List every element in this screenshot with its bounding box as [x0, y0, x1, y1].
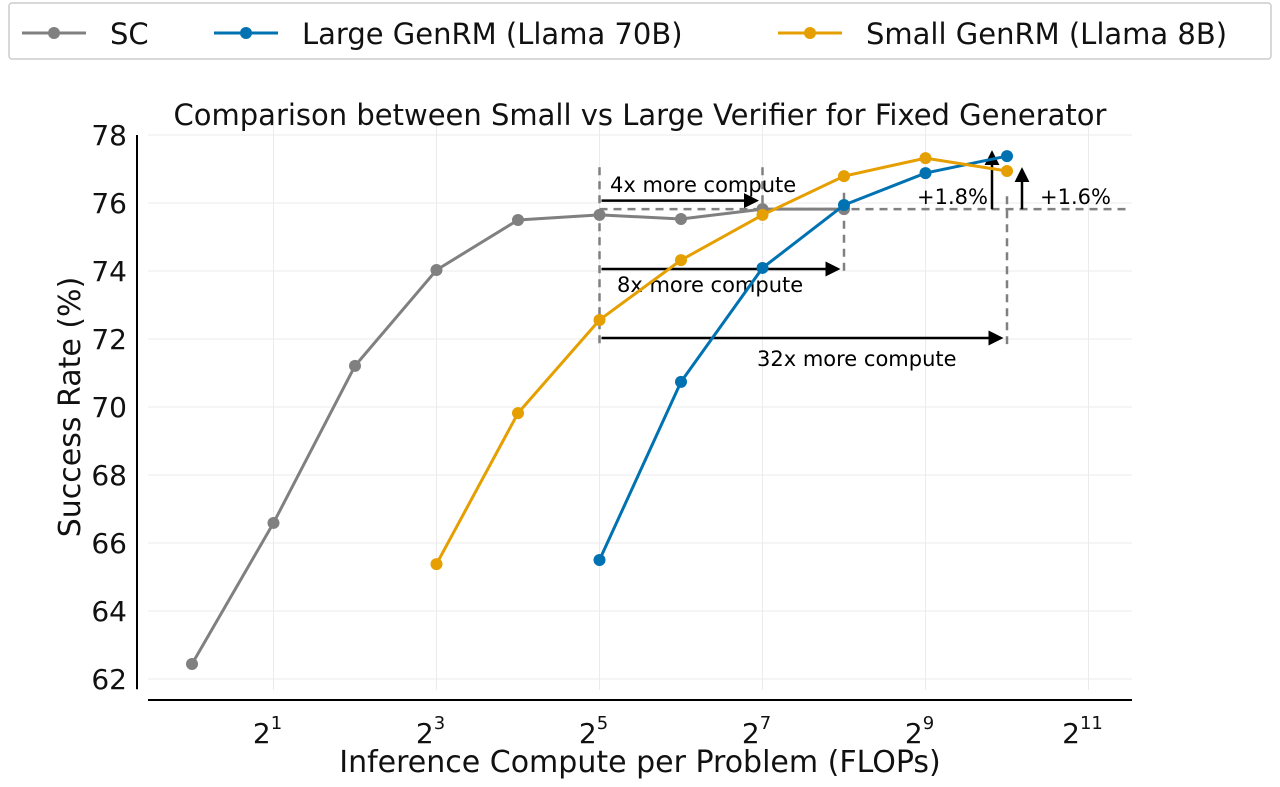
x-tick-label: 23	[416, 713, 445, 750]
x-tick-label: 211	[1062, 713, 1103, 750]
data-point	[593, 313, 606, 326]
data-point	[186, 658, 198, 671]
y-tick-label: 62	[91, 663, 127, 696]
legend-label: SC	[110, 17, 149, 51]
y-tick-label: 78	[91, 119, 127, 152]
legend-label: Small GenRM (Llama 8B)	[866, 17, 1227, 51]
gain-label: +1.8%	[917, 185, 988, 209]
data-point	[512, 214, 524, 226]
x-axis-label: Inference Compute per Problem (FLOPs)	[339, 745, 941, 780]
y-tick-label: 76	[91, 187, 127, 220]
compute-label: 32x more compute	[757, 347, 957, 371]
data-point	[349, 359, 361, 372]
data-point	[919, 167, 932, 180]
series	[186, 150, 1013, 671]
y-tick-label: 72	[91, 323, 127, 356]
series-line	[435, 156, 1008, 565]
legend-box	[8, 2, 1272, 60]
data-point	[1001, 165, 1013, 178]
chart-title: Comparison between Small vs Large Verifi…	[174, 98, 1107, 132]
data-point	[593, 554, 606, 566]
data-point	[430, 558, 443, 571]
data-point	[838, 199, 850, 212]
data-point	[675, 254, 687, 267]
data-point	[430, 263, 443, 276]
y-tick-label: 74	[91, 255, 127, 288]
data-point	[756, 261, 769, 274]
data-point	[675, 212, 687, 225]
y-tick-label: 70	[91, 391, 127, 424]
legend: SC Large GenRM (Llama 70B) Small GenRM (Ll…	[8, 2, 1272, 60]
legend-label: Large GenRM (Llama 70B)	[302, 17, 683, 51]
data-point	[267, 516, 280, 529]
x-tick-label: 21	[253, 713, 282, 750]
x-tick-label: 29	[905, 713, 934, 750]
x-tick-label: 25	[579, 713, 608, 750]
data-point	[756, 208, 769, 221]
data-point	[512, 407, 524, 420]
data-point	[675, 375, 687, 388]
y-tick-label: 68	[91, 459, 127, 492]
legend-marker	[804, 27, 816, 39]
x-tick-label: 27	[742, 713, 771, 750]
gain-label: +1.6%	[1040, 185, 1111, 209]
data-point	[1001, 150, 1013, 163]
y-axis-label: Success Rate (%)	[53, 277, 88, 538]
compute-label: 4x more compute	[610, 173, 796, 197]
y-tick-label: 66	[91, 527, 127, 560]
legend-marker	[48, 27, 60, 39]
data-point	[919, 152, 932, 165]
y-tick-label: 64	[91, 595, 127, 628]
data-point	[593, 208, 606, 221]
series-line	[598, 154, 1008, 561]
axes: 62 64 66 68 70 72 74 76 78 21 23 25 27 29 211	[91, 119, 1132, 750]
legend-marker	[240, 27, 252, 39]
data-point	[838, 170, 850, 183]
